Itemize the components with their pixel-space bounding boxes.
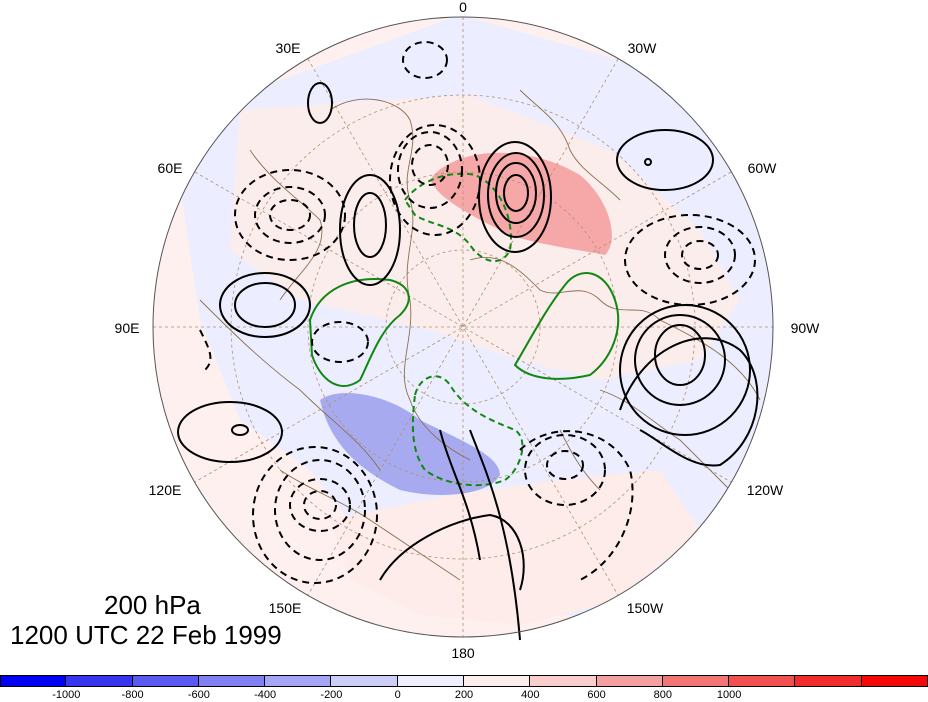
solid-contour bbox=[353, 192, 387, 258]
solid-contour bbox=[487, 152, 545, 238]
lon-label: 90E bbox=[115, 320, 140, 336]
dashed-contour bbox=[199, 329, 212, 371]
colorbar-tick-label: -800 bbox=[121, 689, 144, 701]
solid-contour bbox=[619, 337, 759, 467]
dashed-contour bbox=[234, 169, 346, 261]
lon-label: 150W bbox=[627, 600, 664, 616]
colorbar-frame bbox=[0, 675, 928, 687]
lon-label: 30W bbox=[628, 40, 658, 56]
solid-contour bbox=[634, 314, 726, 406]
green-solid-contour-east bbox=[513, 272, 620, 380]
green-solid-contour-west bbox=[308, 278, 410, 387]
colorbar-swatch bbox=[66, 675, 133, 687]
colorbar-swatch bbox=[198, 675, 266, 687]
shaded-field bbox=[170, 17, 773, 625]
colorbar-swatch bbox=[530, 675, 597, 687]
solid-contour bbox=[469, 429, 521, 641]
colorbar-swatch bbox=[662, 675, 730, 687]
longitude-labels: 0 30W 60W 90W 120W 150W 180 150E 120E 90… bbox=[115, 0, 821, 661]
colorbar-swatch bbox=[795, 675, 862, 687]
weak-positive-region-south bbox=[330, 470, 700, 625]
dashed-contour bbox=[397, 131, 463, 209]
colorbar-tick-label: -400 bbox=[254, 689, 277, 701]
colorbar-swatch bbox=[0, 675, 67, 687]
solid-contour bbox=[234, 282, 296, 328]
colorbar-swatch bbox=[331, 675, 398, 687]
weak-positive-region bbox=[230, 95, 740, 380]
solid-contour bbox=[654, 324, 706, 386]
lon-label: 0 bbox=[459, 0, 467, 15]
colorbar-tick-label: 800 bbox=[653, 689, 673, 701]
dashed-contour bbox=[524, 434, 606, 506]
green-dashed-contour-north bbox=[403, 172, 512, 263]
colorbar-tick-label: -1000 bbox=[52, 689, 81, 701]
dashed-contour bbox=[269, 199, 311, 231]
solid-contour bbox=[231, 424, 249, 436]
solid-contour bbox=[177, 401, 283, 463]
lon-label: 60W bbox=[748, 160, 778, 176]
colorbar: -1000 -800 -600 -400 -200 0 200 400 600 800 1000 bbox=[0, 675, 928, 702]
colorbar-swatch bbox=[464, 675, 531, 687]
dashed-contour bbox=[311, 321, 369, 363]
solid-contour bbox=[307, 82, 333, 124]
dashed-contour bbox=[519, 430, 634, 581]
negative-anomaly bbox=[320, 392, 500, 495]
lon-label: 120E bbox=[149, 482, 182, 498]
lon-label: 120W bbox=[747, 482, 784, 498]
colorbar-swatch bbox=[397, 675, 464, 687]
colorbar-swatch bbox=[729, 675, 796, 687]
positive-anomaly bbox=[430, 152, 612, 255]
solid-contour bbox=[379, 513, 525, 591]
valid-time-title: 1200 UTC 22 Feb 1999 bbox=[10, 620, 282, 650]
solid-contour bbox=[439, 429, 481, 561]
lon-label: 30E bbox=[276, 40, 301, 56]
solid-contour bbox=[339, 174, 401, 286]
dashed-contour bbox=[252, 446, 378, 584]
solid-contours bbox=[177, 82, 759, 641]
lon-label: 60E bbox=[158, 160, 183, 176]
dashed-contour bbox=[254, 186, 326, 244]
solid-contour bbox=[616, 129, 714, 191]
colorbar-swatch bbox=[132, 675, 199, 687]
dashed-contour bbox=[681, 240, 719, 270]
green-contours bbox=[308, 172, 620, 487]
dashed-contour bbox=[289, 478, 351, 532]
dashed-contours bbox=[199, 41, 756, 584]
colorbar-tick-label: 1000 bbox=[716, 689, 742, 701]
colorbar-swatch bbox=[265, 675, 332, 687]
dashed-contour bbox=[664, 226, 736, 284]
dashed-contour bbox=[546, 450, 584, 480]
colorbar-tick-label: 0 bbox=[394, 689, 401, 701]
dashed-contour bbox=[274, 459, 366, 561]
green-dashed-contour-south bbox=[411, 375, 524, 487]
dashed-contour bbox=[624, 214, 756, 306]
lon-label: 180 bbox=[451, 645, 475, 661]
solid-contour bbox=[619, 304, 751, 436]
dashed-contour bbox=[411, 144, 449, 186]
polar-map: 0 30W 60W 90W 120W 150W 180 150E 120E 90… bbox=[115, 0, 821, 661]
dashed-contour bbox=[303, 490, 337, 520]
colorbar-tick-label: 400 bbox=[521, 689, 540, 701]
lon-label: 90W bbox=[791, 320, 821, 336]
solid-contour bbox=[219, 272, 311, 338]
solid-contour bbox=[495, 162, 537, 224]
lon-label: 150E bbox=[269, 600, 302, 616]
solid-contour bbox=[644, 158, 652, 166]
map-border bbox=[152, 16, 774, 638]
colorbar-tick-label: -600 bbox=[187, 689, 210, 701]
colorbar-swatch bbox=[596, 675, 663, 687]
pressure-level-title: 200 hPa bbox=[104, 590, 201, 620]
colorbar-tick-label: 200 bbox=[454, 689, 474, 701]
solid-contour bbox=[503, 174, 529, 212]
solid-contour bbox=[478, 141, 552, 253]
dashed-contour bbox=[402, 41, 448, 79]
colorbar-tick-label: -200 bbox=[320, 689, 343, 701]
colorbar-tick-label: 600 bbox=[587, 689, 606, 701]
dashed-contour bbox=[389, 124, 481, 236]
